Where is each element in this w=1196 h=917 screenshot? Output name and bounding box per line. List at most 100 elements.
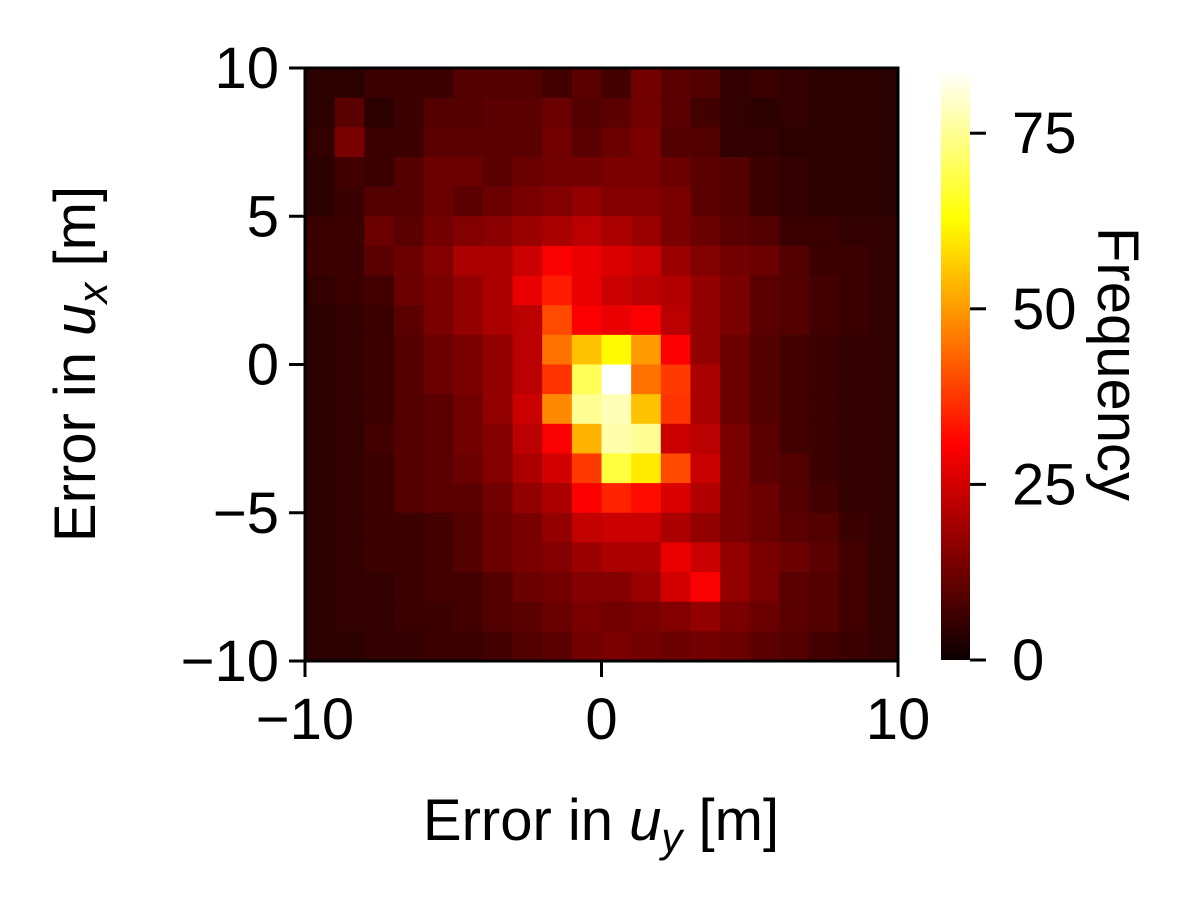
heatmap-cell xyxy=(779,245,810,277)
heatmap-cell xyxy=(601,305,632,336)
heatmap-cell xyxy=(838,68,869,99)
heatmap-cell xyxy=(749,423,780,455)
heatmap-cell xyxy=(779,127,810,158)
heatmap-cell xyxy=(512,631,543,662)
heatmap-cell xyxy=(423,453,454,484)
heatmap-cell xyxy=(512,186,543,217)
heatmap-cell xyxy=(660,305,692,336)
heatmap-cell xyxy=(809,483,840,514)
heatmap-cell xyxy=(749,631,780,662)
heatmap-cell xyxy=(364,631,395,662)
heatmap-cell xyxy=(423,186,454,217)
heatmap-cell xyxy=(779,305,810,336)
heatmap-cell xyxy=(631,542,662,573)
heatmap-cell xyxy=(631,97,662,128)
heatmap-cell xyxy=(453,364,484,395)
y-tick-label: 0 xyxy=(247,333,279,398)
heatmap-cell xyxy=(868,186,899,217)
heatmap-cell xyxy=(305,68,336,99)
heatmap-cell xyxy=(838,275,869,306)
heatmap-cell xyxy=(512,245,543,277)
heatmap-cell xyxy=(749,394,780,425)
heatmap-cell xyxy=(720,127,751,158)
x-tick-label: −10 xyxy=(256,687,354,752)
heatmap-cell xyxy=(779,572,810,603)
heatmap-cell xyxy=(334,572,365,603)
heatmap-cell xyxy=(868,453,899,484)
heatmap-cell xyxy=(482,601,514,632)
heatmap-cell xyxy=(601,601,632,632)
heatmap-cell xyxy=(393,512,425,543)
heatmap-cell xyxy=(512,305,543,336)
heatmap-cell xyxy=(838,305,869,336)
heatmap-cell xyxy=(809,453,840,484)
heatmap-cell xyxy=(660,245,692,277)
heatmap-cell xyxy=(571,453,603,484)
heatmap-cell xyxy=(423,156,454,188)
heatmap-cell xyxy=(868,97,899,128)
heatmap-cell xyxy=(631,453,662,484)
heatmap-cell xyxy=(601,245,632,277)
heatmap-cell xyxy=(720,156,751,188)
heatmap-cell xyxy=(453,512,484,543)
heatmap-cell xyxy=(364,305,395,336)
heatmap-cell xyxy=(749,216,780,247)
heatmap-cell xyxy=(868,423,899,455)
heatmap-cell xyxy=(482,423,514,455)
heatmap-cell xyxy=(423,631,454,662)
heatmap-cell xyxy=(393,97,425,128)
heatmap-cell xyxy=(720,186,751,217)
heatmap-cell xyxy=(601,156,632,188)
heatmap-cell xyxy=(542,305,573,336)
heatmap-cell xyxy=(809,334,840,366)
heatmap-cells xyxy=(305,68,899,662)
heatmap-cell xyxy=(779,334,810,366)
heatmap-cell xyxy=(334,216,365,247)
heatmap-cell xyxy=(720,512,751,543)
heatmap-cell xyxy=(809,542,840,573)
heatmap-cell xyxy=(542,453,573,484)
heatmap-cell xyxy=(305,97,336,128)
heatmap-cell xyxy=(305,216,336,247)
y-tick-label: 5 xyxy=(247,184,279,249)
heatmap-cell xyxy=(512,423,543,455)
colorbar-tick-label: 0 xyxy=(1012,628,1044,693)
heatmap-cell xyxy=(631,68,662,99)
heatmap-cell xyxy=(364,364,395,395)
heatmap-cell xyxy=(631,483,662,514)
heatmap-cell xyxy=(838,245,869,277)
heatmap-cell xyxy=(542,127,573,158)
heatmap-cell xyxy=(690,334,721,366)
heatmap-cell xyxy=(660,631,692,662)
heatmap-cell xyxy=(749,156,780,188)
heatmap-cell xyxy=(601,186,632,217)
heatmap-cell xyxy=(482,631,514,662)
heatmap-cell xyxy=(334,127,365,158)
heatmap-cell xyxy=(749,364,780,395)
heatmap-cell xyxy=(749,542,780,573)
heatmap-cell xyxy=(542,631,573,662)
heatmap-cell xyxy=(512,216,543,247)
heatmap-cell xyxy=(571,275,603,306)
heatmap-cell xyxy=(838,631,869,662)
heatmap-cell xyxy=(512,453,543,484)
heatmap-cell xyxy=(482,334,514,366)
heatmap-cell xyxy=(334,305,365,336)
heatmap-cell xyxy=(690,483,721,514)
heatmap-cell xyxy=(305,453,336,484)
heatmap-cell xyxy=(334,453,365,484)
heatmap-cell xyxy=(453,423,484,455)
heatmap-cell xyxy=(720,334,751,366)
heatmap-cell xyxy=(720,305,751,336)
y-axis: −10 −5 0 5 10 xyxy=(181,36,305,694)
heatmap-cell xyxy=(364,68,395,99)
heatmap-cell xyxy=(542,275,573,306)
heatmap-cell xyxy=(868,156,899,188)
heatmap-cell xyxy=(542,483,573,514)
heatmap-cell xyxy=(571,156,603,188)
heatmap-cell xyxy=(364,542,395,573)
heatmap-cell xyxy=(601,631,632,662)
heatmap-cell xyxy=(393,542,425,573)
heatmap-cell xyxy=(334,601,365,632)
heatmap-cell xyxy=(838,601,869,632)
